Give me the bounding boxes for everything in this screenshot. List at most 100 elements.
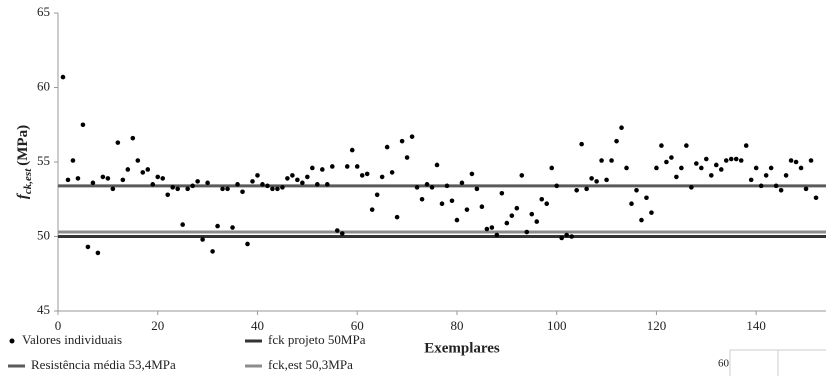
point — [305, 174, 310, 180]
point — [275, 186, 280, 192]
point — [324, 182, 330, 187]
x-tick-label: 20 — [151, 318, 164, 333]
point — [165, 192, 171, 198]
point — [364, 171, 370, 177]
point — [170, 185, 176, 190]
point — [185, 186, 190, 192]
point — [504, 220, 510, 226]
point — [704, 156, 709, 162]
point — [419, 196, 425, 202]
point — [743, 143, 749, 148]
point — [554, 183, 560, 189]
point — [439, 201, 445, 207]
point — [290, 173, 295, 178]
point — [100, 174, 106, 180]
point — [125, 167, 131, 172]
fragment-label: 60 — [718, 358, 730, 370]
point — [788, 158, 794, 163]
point — [654, 165, 659, 171]
point — [389, 170, 395, 175]
point — [584, 186, 589, 192]
point — [529, 211, 535, 217]
point — [679, 165, 684, 171]
point — [110, 186, 116, 192]
point — [449, 198, 455, 204]
fragment-box — [729, 349, 826, 376]
point — [489, 225, 495, 230]
point — [684, 143, 689, 148]
point — [599, 158, 604, 163]
point — [484, 226, 490, 232]
point — [280, 185, 285, 190]
point — [255, 173, 260, 178]
point — [399, 138, 405, 144]
point — [474, 186, 480, 192]
point — [265, 183, 270, 189]
point — [783, 173, 789, 178]
point — [424, 182, 430, 187]
y-axis-label: fck,est (MPa) — [15, 125, 33, 199]
point — [793, 159, 799, 165]
point — [245, 241, 250, 247]
point — [604, 177, 609, 183]
point — [310, 165, 315, 171]
point — [140, 170, 146, 175]
point — [514, 205, 520, 211]
point — [285, 176, 290, 181]
point — [349, 147, 355, 153]
point — [359, 173, 365, 178]
point — [798, 165, 804, 171]
point — [574, 188, 579, 193]
point — [295, 177, 300, 183]
point — [95, 250, 101, 256]
point — [160, 176, 166, 181]
point — [175, 186, 180, 192]
point — [494, 232, 500, 238]
y-label-subscript: ck,est — [22, 168, 34, 194]
point — [75, 176, 81, 181]
point — [674, 174, 679, 180]
point — [694, 161, 699, 166]
point — [539, 196, 545, 202]
y-label-unit: (MPa) — [15, 125, 31, 166]
x-tick-label: 140 — [746, 318, 766, 333]
point — [379, 174, 385, 180]
legend-marker — [9, 338, 15, 344]
x-tick-label: 40 — [251, 318, 264, 333]
legend-label: fck,est 50,3MPa — [268, 357, 353, 372]
point — [708, 173, 714, 178]
point — [300, 180, 305, 186]
point — [569, 234, 574, 239]
point — [639, 217, 644, 223]
legend-label: Valores individuais — [22, 332, 122, 347]
point — [155, 174, 161, 180]
x-tick-label: 120 — [647, 318, 667, 333]
point — [90, 180, 96, 186]
point — [65, 177, 71, 183]
point — [479, 204, 485, 209]
point — [414, 185, 420, 190]
point — [803, 186, 809, 192]
y-tick-label: 55 — [37, 153, 50, 168]
point — [544, 201, 550, 207]
point — [689, 185, 694, 190]
point — [594, 179, 599, 184]
x-tick-label: 0 — [55, 318, 62, 333]
point — [549, 165, 555, 171]
point — [344, 164, 350, 169]
point — [145, 167, 151, 172]
point — [808, 158, 814, 163]
point — [699, 165, 704, 171]
point — [220, 186, 225, 192]
point — [534, 219, 540, 224]
point — [115, 140, 121, 145]
point — [195, 179, 200, 184]
y-tick-label: 65 — [37, 4, 50, 19]
point — [728, 156, 734, 162]
point — [499, 190, 505, 196]
point — [394, 214, 400, 220]
point — [409, 134, 415, 139]
point — [519, 173, 525, 178]
point — [230, 225, 235, 230]
